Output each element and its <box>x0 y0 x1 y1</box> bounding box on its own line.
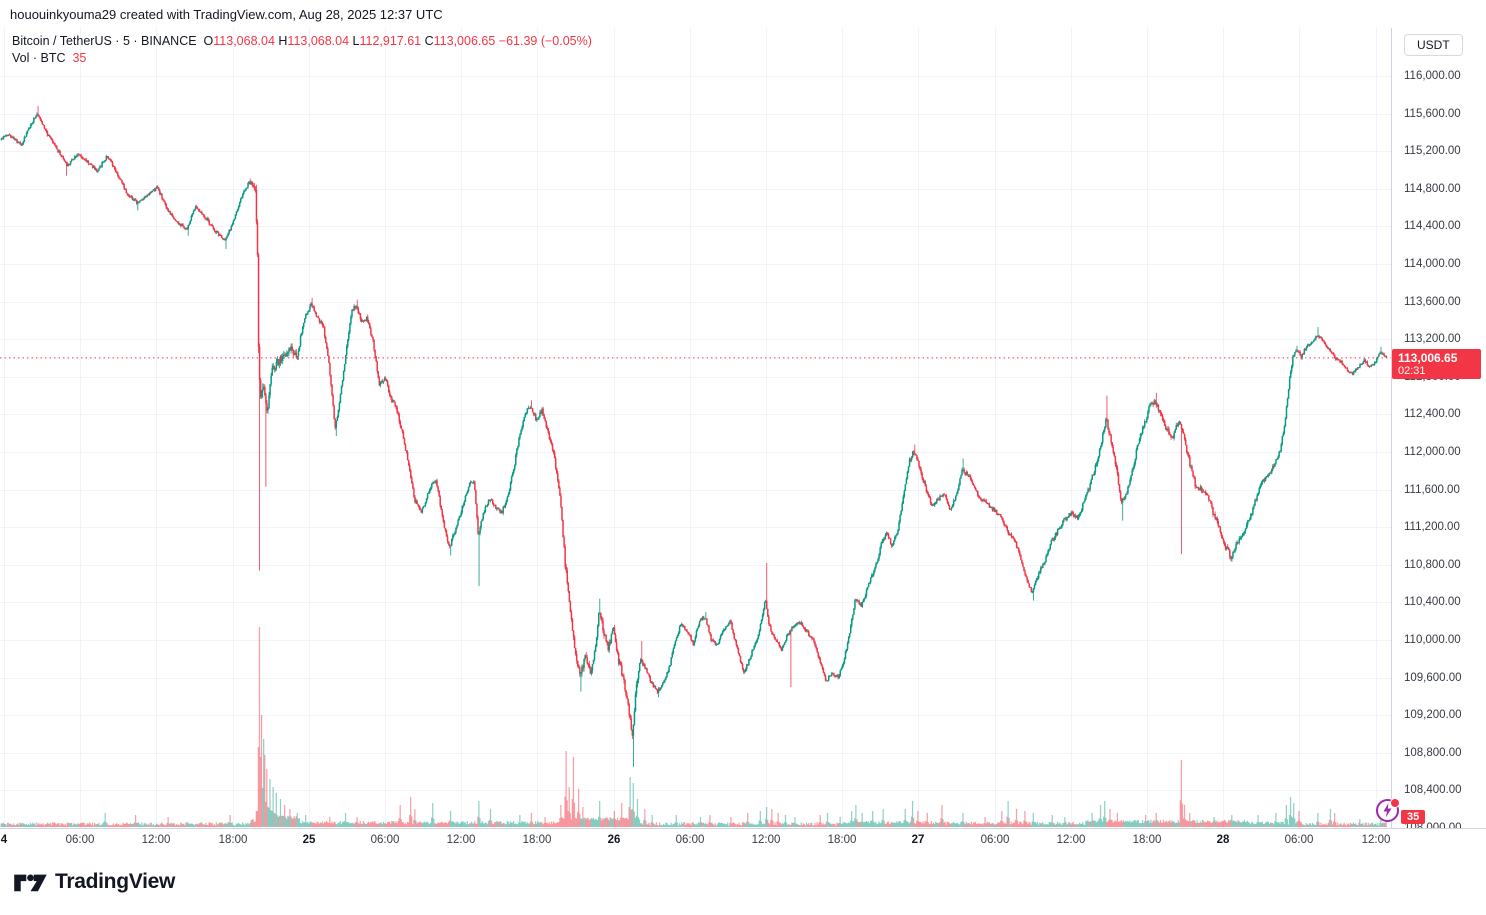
price-tick-label: 108,800.00 <box>1404 746 1462 759</box>
footer: TradingView <box>0 852 1486 915</box>
tradingview-logo-icon <box>14 874 47 892</box>
time-tick-label: 12:00 <box>1056 834 1086 846</box>
volume-axis-badge: 35 <box>1401 810 1426 824</box>
legend-ohlc-row[interactable]: Bitcoin / TetherUS · 5 · BINANCE O113,06… <box>12 34 592 48</box>
volume-label: Vol · BTC <box>12 51 66 65</box>
price-tick-label: 110,800.00 <box>1404 558 1461 571</box>
time-tick-label: 26 <box>607 834 621 846</box>
quick-alert-button[interactable] <box>1376 798 1400 822</box>
open-value: 113,068.04 <box>213 34 275 48</box>
time-tick-label: 06:00 <box>65 834 95 846</box>
currency-toggle-button[interactable]: USDT <box>1404 34 1463 56</box>
legend-symbol[interactable]: Bitcoin / TetherUS <box>12 34 112 48</box>
time-tick-label: 18:00 <box>1132 834 1162 846</box>
legend-volume-row[interactable]: Vol · BTC 35 <box>12 50 592 67</box>
price-tick-label: 109,200.00 <box>1404 709 1462 722</box>
last-price-label: 113,006.65 02:31 <box>1392 348 1481 379</box>
time-tick-label: 06:00 <box>370 834 400 846</box>
volume-value: 35 <box>72 51 87 65</box>
price-tick-label: 115,200.00 <box>1404 145 1461 158</box>
time-tick-label: 4 <box>0 834 8 846</box>
time-axis[interactable]: 4 06:00 12:00 18:00 25 06:00 12:00 18:00 26 06:00… <box>0 828 1486 853</box>
bar-countdown: 02:31 <box>1398 364 1426 377</box>
price-tick-label: 113,600.00 <box>1404 295 1461 308</box>
notification-dot <box>1390 798 1400 808</box>
legend-interval[interactable]: 5 <box>122 34 130 48</box>
close-label: C <box>424 34 434 48</box>
time-tick-label: 06:00 <box>675 834 705 846</box>
time-tick-label: 12:00 <box>446 834 476 846</box>
chart-area: Bitcoin / TetherUS · 5 · BINANCE O113,06… <box>0 28 1486 853</box>
price-tick-label: 114,800.00 <box>1404 182 1461 195</box>
attribution-text: hououinkyouma29 created with TradingView… <box>10 7 443 22</box>
change-value: −61.39 (−0.05%) <box>498 34 592 48</box>
lightning-bolt-icon <box>1383 803 1392 818</box>
tradingview-logo[interactable]: TradingView <box>13 869 175 895</box>
price-tick-label: 112,400.00 <box>1404 408 1461 421</box>
time-tick-label: 12:00 <box>1361 834 1391 846</box>
price-tick-label: 108,400.00 <box>1404 784 1462 797</box>
price-tick-label: 116,000.00 <box>1404 70 1461 82</box>
time-tick-label: 28 <box>1216 834 1230 846</box>
last-price-value: 113,006.65 <box>1398 350 1458 365</box>
price-volume-canvas[interactable] <box>0 28 1391 828</box>
time-tick-label: 12:00 <box>141 834 171 846</box>
time-tick-label: 12:00 <box>751 834 781 846</box>
price-tick-label: 112,000.00 <box>1404 446 1461 458</box>
price-tick-label: 109,600.00 <box>1404 671 1462 684</box>
price-tick-label: 110,000.00 <box>1404 634 1461 646</box>
price-tick-label: 111,600.00 <box>1404 483 1460 496</box>
time-tick-label: 18:00 <box>827 834 857 846</box>
time-tick-label: 27 <box>911 834 925 846</box>
high-value: 113,068.04 <box>287 34 350 48</box>
price-tick-label: 110,400.00 <box>1404 596 1461 609</box>
price-tick-label: 114,000.00 <box>1404 258 1461 270</box>
open-label: O <box>203 34 214 48</box>
time-tick-label: 25 <box>302 834 316 846</box>
price-axis[interactable]: USDT 116,000.00 115,600.00 115,200.00 114,8… <box>1391 28 1486 834</box>
time-tick-label: 18:00 <box>522 834 552 846</box>
tradingview-logo-text: TradingView <box>55 870 176 893</box>
time-tick-label: 18:00 <box>218 834 248 846</box>
price-tick-label: 111,200.00 <box>1404 521 1460 534</box>
high-label: H <box>278 34 288 48</box>
price-tick-label: 113,200.00 <box>1404 333 1461 346</box>
close-value: 113,006.65 <box>433 34 496 48</box>
time-tick-label: 06:00 <box>1284 834 1314 846</box>
time-tick-label: 06:00 <box>980 834 1010 846</box>
symbol-legend: Bitcoin / TetherUS · 5 · BINANCE O113,06… <box>12 33 592 67</box>
low-label: L <box>352 34 360 48</box>
price-tick-label: 115,600.00 <box>1404 107 1461 120</box>
low-value: 112,917.61 <box>359 34 422 48</box>
legend-exchange[interactable]: BINANCE <box>141 34 197 48</box>
price-tick-label: 114,400.00 <box>1404 220 1461 233</box>
